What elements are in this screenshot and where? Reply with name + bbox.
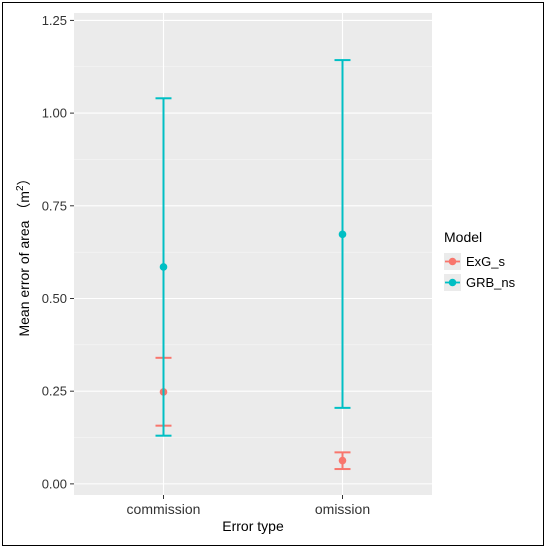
legend-label-GRB_ns: GRB_ns: [466, 275, 516, 290]
x-tick-label: commission: [127, 501, 201, 517]
legend-keys: ExG_s GRB_ns: [444, 253, 516, 291]
y-axis-title-group: Mean error of area （m2）: [15, 171, 32, 336]
mean-point-ExG_s: [338, 456, 347, 465]
y-tick-label: 0.50: [42, 291, 67, 306]
y-tick-label: 0.00: [42, 476, 67, 491]
legend-label-ExG_s: ExG_s: [466, 254, 506, 269]
y-tick-label: 1.25: [42, 13, 67, 28]
y-tick-label: 0.25: [42, 384, 67, 399]
legend-title: Model: [444, 229, 482, 245]
x-axis: commission omission: [127, 495, 370, 517]
plot-panel: [74, 13, 432, 495]
legend: Model ExG_s GRB_ns: [444, 229, 516, 291]
mean-point-GRB_ns: [159, 263, 168, 271]
x-axis-title: Error type: [222, 518, 284, 534]
mean-point-GRB_ns: [338, 230, 347, 239]
y-axis-title: Mean error of area （m2）: [15, 171, 32, 336]
y-tick-label: 1.00: [42, 106, 67, 121]
y-axis-title-superscript: 2: [15, 185, 26, 191]
figure-frame: [2, 2, 544, 546]
y-axis-title-main: Mean error of area （m: [16, 191, 32, 337]
grid-minor: [74, 66, 432, 438]
series-layer: [155, 59, 351, 471]
x-tick-label: omission: [315, 501, 370, 517]
y-axis-title-close: ）: [16, 171, 32, 185]
legend-key-point-ExG_s: [448, 257, 457, 266]
y-axis: 0.00 0.25 0.50 0.75 1.00 1.25: [42, 13, 74, 491]
legend-key-point-GRB_ns: [448, 278, 457, 287]
y-tick-label: 0.75: [42, 198, 67, 213]
